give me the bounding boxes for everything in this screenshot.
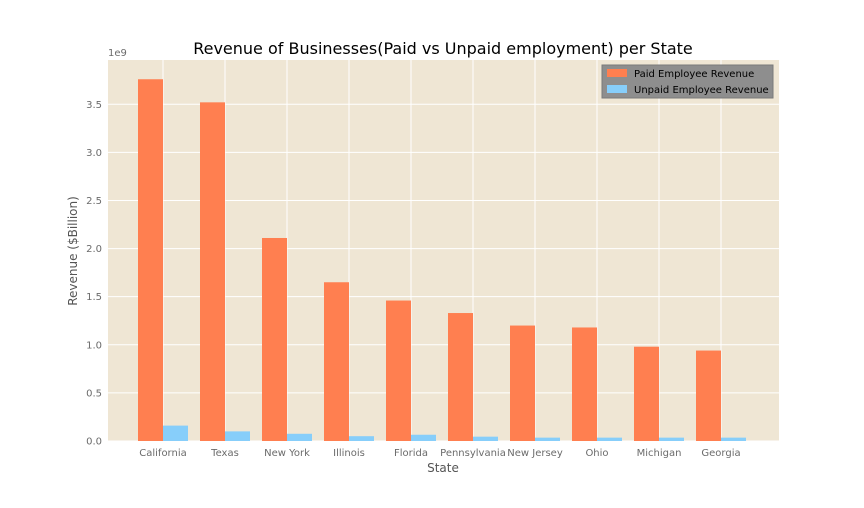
bar-paid-ohio [572,327,597,441]
bars [138,79,746,441]
bar-paid-georgia [696,350,721,441]
y-tick-label: 1.0 [86,340,102,351]
bar-unpaid-ohio [597,437,622,441]
x-tick-label: Illinois [333,448,365,459]
x-tick-labels: California Texas New York Illinois Florida Pe… [139,448,740,459]
bar-paid-new-jersey [510,325,535,441]
y-tick-labels: 0.0 0.5 1.0 1.5 2.0 2.5 3.0 3.5 [86,100,102,448]
chart-title: Revenue of Businesses(Paid vs Unpaid emp… [193,39,693,58]
y-tick-label: 0.5 [86,388,102,399]
x-tick-label: Texas [210,448,239,459]
legend: Paid Employee Revenue Unpaid Employee Re… [601,64,774,99]
bar-paid-illinois [324,282,349,441]
y-tick-label: 1.5 [86,292,102,303]
bar-paid-pennsylvania [448,313,473,441]
x-tick-label: Michigan [637,448,682,459]
y-axis-offset-label: 1e9 [108,48,127,59]
y-tick-label: 2.0 [86,244,102,255]
x-tick-label: Florida [394,448,428,459]
bar-unpaid-georgia [721,437,746,441]
bar-unpaid-california [163,425,188,441]
bar-paid-new-york [262,237,287,441]
x-tick-label: California [139,448,187,459]
bar-unpaid-texas [225,431,250,441]
x-tick-label: Georgia [701,448,740,459]
bar-unpaid-new-jersey [535,437,560,441]
bar-unpaid-illinois [349,436,374,441]
bar-paid-florida [386,300,411,441]
x-tick-label: Ohio [585,448,608,459]
bar-paid-michigan [634,346,659,441]
y-tick-label: 0.0 [86,437,102,448]
legend-swatch-unpaid [607,85,627,93]
legend-swatch-paid [607,69,627,77]
bar-unpaid-michigan [659,437,684,441]
legend-box [601,64,774,99]
y-axis-label: Revenue ($Billion) [66,196,80,306]
bar-paid-california [138,79,163,441]
y-tick-label: 3.0 [86,148,102,159]
legend-label-paid: Paid Employee Revenue [634,69,754,80]
y-tick-label: 2.5 [86,196,102,207]
x-tick-label: New Jersey [507,448,563,459]
y-tick-label: 3.5 [86,100,102,111]
bar-unpaid-pennsylvania [473,436,498,441]
bar-paid-texas [200,102,225,441]
x-tick-label: Pennsylvania [440,448,506,459]
x-axis-label: State [427,461,459,475]
legend-label-unpaid: Unpaid Employee Revenue [634,85,769,96]
x-tick-label: New York [264,448,310,459]
bar-unpaid-new-york [287,433,312,441]
bar-unpaid-florida [411,434,436,441]
